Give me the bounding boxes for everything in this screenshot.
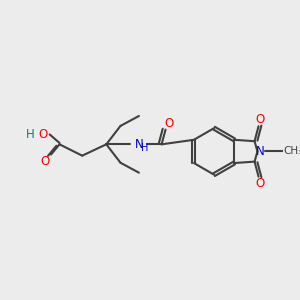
Text: O: O (38, 128, 47, 141)
Text: H: H (142, 143, 149, 153)
Text: O: O (41, 155, 50, 168)
Text: CH₃: CH₃ (283, 146, 300, 156)
Text: O: O (255, 177, 264, 190)
Text: O: O (255, 112, 264, 126)
Text: N: N (134, 138, 143, 151)
Text: H: H (26, 128, 34, 141)
Text: N: N (256, 145, 265, 158)
Text: O: O (165, 117, 174, 130)
